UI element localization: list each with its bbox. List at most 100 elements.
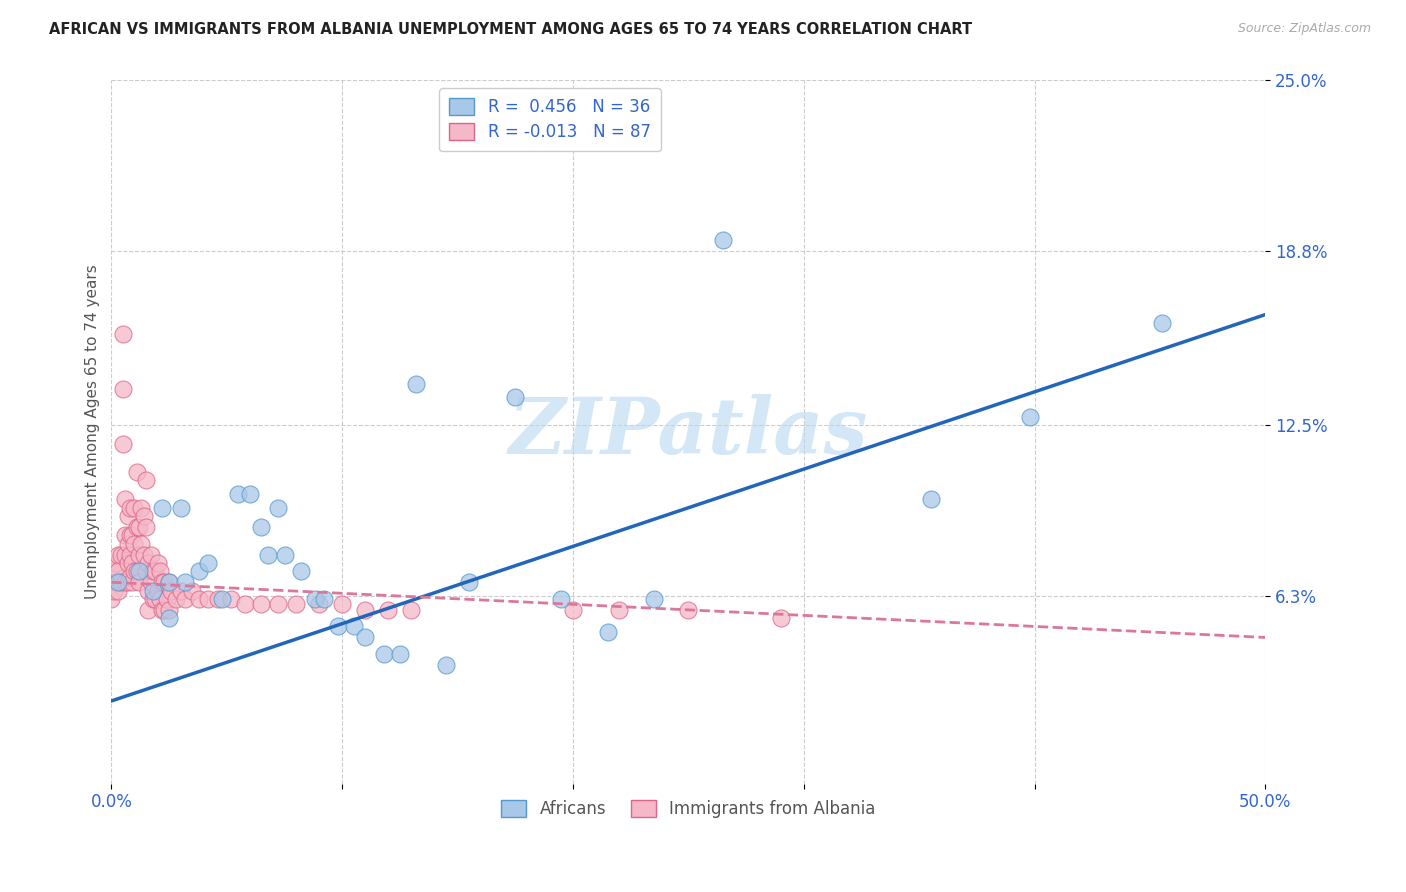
Point <box>354 631 377 645</box>
Point <box>111 437 134 451</box>
Point <box>250 598 273 612</box>
Point <box>153 575 176 590</box>
Point <box>107 583 129 598</box>
Point <box>150 500 173 515</box>
Point <box>153 603 176 617</box>
Point <box>643 591 665 606</box>
Point <box>239 487 262 501</box>
Point <box>131 536 153 550</box>
Point <box>343 619 366 633</box>
Point <box>920 492 942 507</box>
Point <box>110 548 132 562</box>
Point <box>118 548 141 562</box>
Point <box>103 583 125 598</box>
Point <box>257 548 280 562</box>
Point <box>114 575 136 590</box>
Point <box>128 520 150 534</box>
Point <box>405 376 427 391</box>
Point <box>117 575 139 590</box>
Point <box>596 624 619 639</box>
Point <box>111 326 134 341</box>
Point <box>146 556 169 570</box>
Point <box>117 556 139 570</box>
Point <box>138 603 160 617</box>
Point <box>132 509 155 524</box>
Point <box>1150 316 1173 330</box>
Point <box>266 500 288 515</box>
Point <box>169 500 191 515</box>
Point <box>121 556 143 570</box>
Point <box>228 487 250 501</box>
Point <box>110 575 132 590</box>
Point <box>562 603 585 617</box>
Y-axis label: Unemployment Among Ages 65 to 74 years: Unemployment Among Ages 65 to 74 years <box>86 265 100 599</box>
Point <box>233 598 256 612</box>
Point <box>156 591 179 606</box>
Point <box>711 233 734 247</box>
Point <box>150 603 173 617</box>
Point <box>118 500 141 515</box>
Point <box>139 575 162 590</box>
Point <box>169 583 191 598</box>
Point <box>124 500 146 515</box>
Point <box>135 564 157 578</box>
Point <box>505 390 527 404</box>
Point <box>100 591 122 606</box>
Point <box>124 564 146 578</box>
Point <box>138 583 160 598</box>
Point <box>221 591 243 606</box>
Point <box>174 591 197 606</box>
Point <box>157 603 180 617</box>
Point <box>117 536 139 550</box>
Point <box>354 603 377 617</box>
Point <box>114 528 136 542</box>
Point <box>434 658 457 673</box>
Point <box>128 548 150 562</box>
Point <box>132 548 155 562</box>
Point <box>138 556 160 570</box>
Point <box>207 591 229 606</box>
Point <box>304 591 326 606</box>
Point <box>285 598 308 612</box>
Point <box>550 591 572 606</box>
Point <box>125 465 148 479</box>
Point <box>103 564 125 578</box>
Point <box>188 591 211 606</box>
Point <box>250 520 273 534</box>
Point <box>100 575 122 590</box>
Point <box>107 564 129 578</box>
Point <box>377 603 399 617</box>
Point <box>121 528 143 542</box>
Point <box>188 564 211 578</box>
Legend: Africans, Immigrants from Albania: Africans, Immigrants from Albania <box>495 793 883 825</box>
Point <box>157 575 180 590</box>
Point <box>1019 409 1042 424</box>
Point <box>149 564 172 578</box>
Point <box>139 548 162 562</box>
Point <box>146 583 169 598</box>
Point <box>124 536 146 550</box>
Point <box>128 564 150 578</box>
Point <box>197 556 219 570</box>
Point <box>142 583 165 598</box>
Point <box>142 591 165 606</box>
Point <box>607 603 630 617</box>
Point <box>117 509 139 524</box>
Point <box>105 556 128 570</box>
Point <box>135 520 157 534</box>
Point <box>290 564 312 578</box>
Point <box>125 564 148 578</box>
Point <box>401 603 423 617</box>
Point <box>197 591 219 606</box>
Point <box>114 548 136 562</box>
Point <box>458 575 481 590</box>
Point <box>326 619 349 633</box>
Point <box>157 575 180 590</box>
Point <box>114 492 136 507</box>
Point <box>373 647 395 661</box>
Point <box>273 548 295 562</box>
Text: AFRICAN VS IMMIGRANTS FROM ALBANIA UNEMPLOYMENT AMONG AGES 65 TO 74 YEARS CORREL: AFRICAN VS IMMIGRANTS FROM ALBANIA UNEMP… <box>49 22 973 37</box>
Point <box>135 473 157 487</box>
Point <box>266 598 288 612</box>
Point <box>142 564 165 578</box>
